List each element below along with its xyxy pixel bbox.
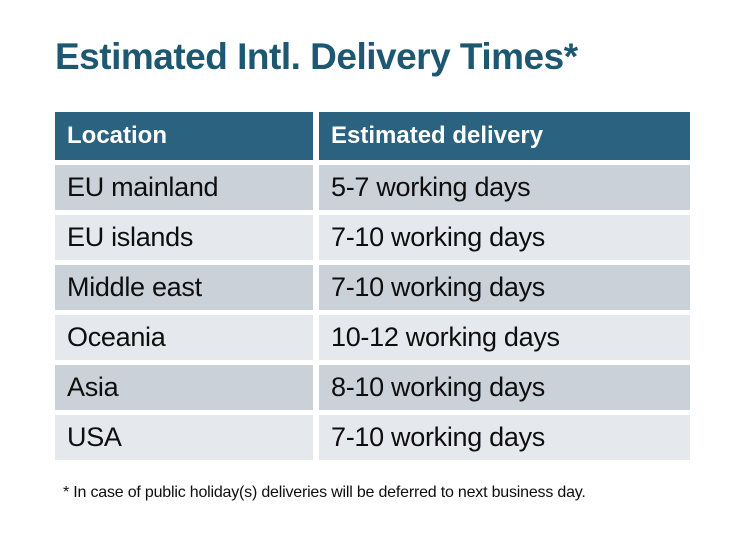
delivery-times-table: Location Estimated delivery EU mainland … — [55, 112, 690, 460]
delivery-cell: 5-7 working days — [319, 165, 690, 210]
location-cell: Oceania — [55, 315, 313, 360]
delivery-cell: 10-12 working days — [319, 315, 690, 360]
delivery-cell: 8-10 working days — [319, 365, 690, 410]
column-header-location: Location — [55, 112, 313, 160]
footnote: * In case of public holiday(s) deliverie… — [63, 484, 586, 501]
delivery-cell: 7-10 working days — [319, 215, 690, 260]
location-cell: EU mainland — [55, 165, 313, 210]
delivery-cell: 7-10 working days — [319, 415, 690, 460]
location-cell: USA — [55, 415, 313, 460]
location-cell: EU islands — [55, 215, 313, 260]
location-cell: Asia — [55, 365, 313, 410]
delivery-cell: 7-10 working days — [319, 265, 690, 310]
column-header-estimated-delivery: Estimated delivery — [319, 112, 690, 160]
page-title: Estimated Intl. Delivery Times* — [55, 36, 578, 77]
location-cell: Middle east — [55, 265, 313, 310]
